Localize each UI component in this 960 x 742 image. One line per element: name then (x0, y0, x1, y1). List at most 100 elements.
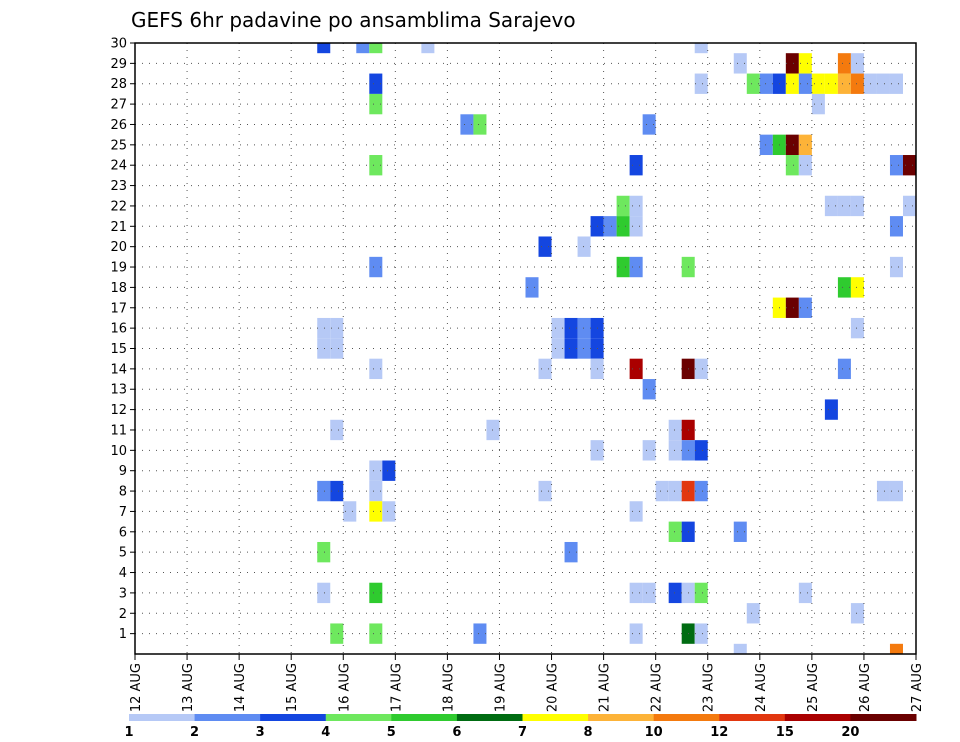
heatmap-cell (538, 358, 552, 380)
heatmap-cell (811, 93, 825, 115)
heatmap-cell (889, 480, 903, 502)
heatmap-cell (889, 155, 903, 176)
heatmap-cell (317, 480, 331, 502)
heatmap-cell (837, 277, 851, 298)
heatmap-cell (785, 297, 799, 318)
y-tick-label: 5 (119, 546, 127, 561)
heatmap-cell (577, 236, 591, 257)
heatmap-cell (694, 623, 708, 644)
heatmap-cell (629, 623, 643, 644)
heatmap-cell (902, 155, 916, 176)
y-tick-label: 10 (110, 444, 127, 459)
y-tick-label: 15 (110, 342, 127, 357)
heatmap-cell (642, 114, 656, 135)
heatmap-cell (330, 623, 344, 644)
heatmap-cell (382, 460, 396, 481)
colorbar-label: 12 (710, 725, 728, 740)
y-tick-label: 22 (110, 199, 127, 214)
heatmap-cell (850, 73, 864, 94)
heatmap-cell (317, 43, 331, 54)
heatmap-cell (733, 643, 747, 654)
x-tick-label: 22 AUG (650, 663, 665, 712)
heatmap-cells (317, 43, 916, 654)
y-tick-label: 11 (110, 423, 127, 438)
heatmap-cell (473, 114, 487, 135)
colorbar-label: 2 (190, 725, 199, 740)
heatmap-cell (629, 155, 643, 176)
heatmap-cell (369, 256, 383, 278)
colorbar-label: 3 (256, 725, 265, 740)
heatmap-cell (694, 582, 708, 604)
heatmap-cell (369, 460, 383, 481)
y-tick-label: 23 (110, 179, 127, 194)
heatmap-cell (642, 379, 656, 400)
x-tick-label: 17 AUG (389, 663, 404, 712)
heatmap-cell (798, 582, 812, 604)
y-tick-label: 9 (119, 464, 127, 479)
heatmap-cell (785, 73, 799, 94)
heatmap-cell (317, 541, 331, 563)
heatmap-cell (629, 358, 643, 380)
heatmap-cell (538, 480, 552, 502)
x-tick-label: 26 AUG (858, 663, 873, 712)
colorbar-label: 5 (387, 725, 396, 740)
heatmap-cell (785, 155, 799, 176)
heatmap-cell (759, 73, 773, 94)
x-tick-label: 21 AUG (598, 663, 613, 712)
heatmap-cell (668, 582, 682, 604)
heatmap-cell (629, 195, 643, 217)
heatmap-cell (369, 623, 383, 644)
x-tick-label: 14 AUG (233, 663, 248, 712)
y-tick-label: 18 (110, 281, 127, 296)
heatmap-cell (759, 134, 773, 156)
heatmap-cell (733, 53, 747, 74)
heatmap-cell (616, 256, 630, 278)
y-tick-label: 19 (110, 261, 127, 276)
y-tick-label: 7 (119, 505, 127, 520)
y-tick-label: 14 (110, 362, 127, 377)
heatmap-cell (785, 53, 799, 74)
y-tick-label: 8 (119, 485, 127, 500)
heatmap-cell (798, 134, 812, 156)
heatmap-cell (629, 216, 643, 237)
y-tick-label: 1 (119, 627, 127, 642)
x-tick-label: 20 AUG (546, 663, 561, 712)
y-tick-label: 17 (110, 301, 127, 316)
heatmap-cell (330, 419, 344, 441)
heatmap-cell (317, 338, 331, 359)
heatmap-cell (837, 53, 851, 74)
y-tick-label: 21 (110, 220, 127, 235)
colorbar-label: 8 (584, 725, 593, 740)
colorbar-label: 4 (321, 725, 330, 740)
heatmap-cell (889, 643, 903, 654)
heatmap-cell (551, 317, 565, 339)
heatmap-cell (668, 521, 682, 542)
heatmap-cell (369, 358, 383, 380)
colorbar-swatch (194, 714, 261, 721)
x-tick-label: 27 AUG (910, 663, 925, 712)
heatmap-cell (330, 338, 344, 359)
heatmap-cell (850, 603, 864, 624)
colorbar-swatch (260, 714, 327, 721)
colorbar: 1 2 3 4 5 6 7 8 10 12 15 20 (124, 714, 917, 740)
chart-title: GEFS 6hr padavine po ansamblima Sarajevo (131, 8, 576, 32)
heatmap-cell (369, 43, 383, 54)
heatmap-cell (733, 521, 747, 542)
y-tick-label: 13 (110, 383, 127, 398)
heatmap-cell (317, 582, 331, 604)
colorbar-swatch (784, 714, 851, 721)
heatmap-cell (694, 480, 708, 502)
heatmap-cell (369, 501, 383, 522)
heatmap-cell (577, 338, 591, 359)
colorbar-swatch (653, 714, 720, 721)
y-tick-label: 3 (119, 586, 127, 601)
heatmap-cell (668, 480, 682, 502)
heatmap-cell (824, 73, 838, 94)
heatmap-cell (655, 480, 669, 502)
heatmap-cell (369, 582, 383, 604)
heatmap-cell (356, 43, 370, 54)
heatmap-cell (850, 53, 864, 74)
heatmap-cell (421, 43, 435, 54)
x-tick-label: 15 AUG (285, 663, 300, 712)
heatmap-cell (564, 338, 578, 359)
